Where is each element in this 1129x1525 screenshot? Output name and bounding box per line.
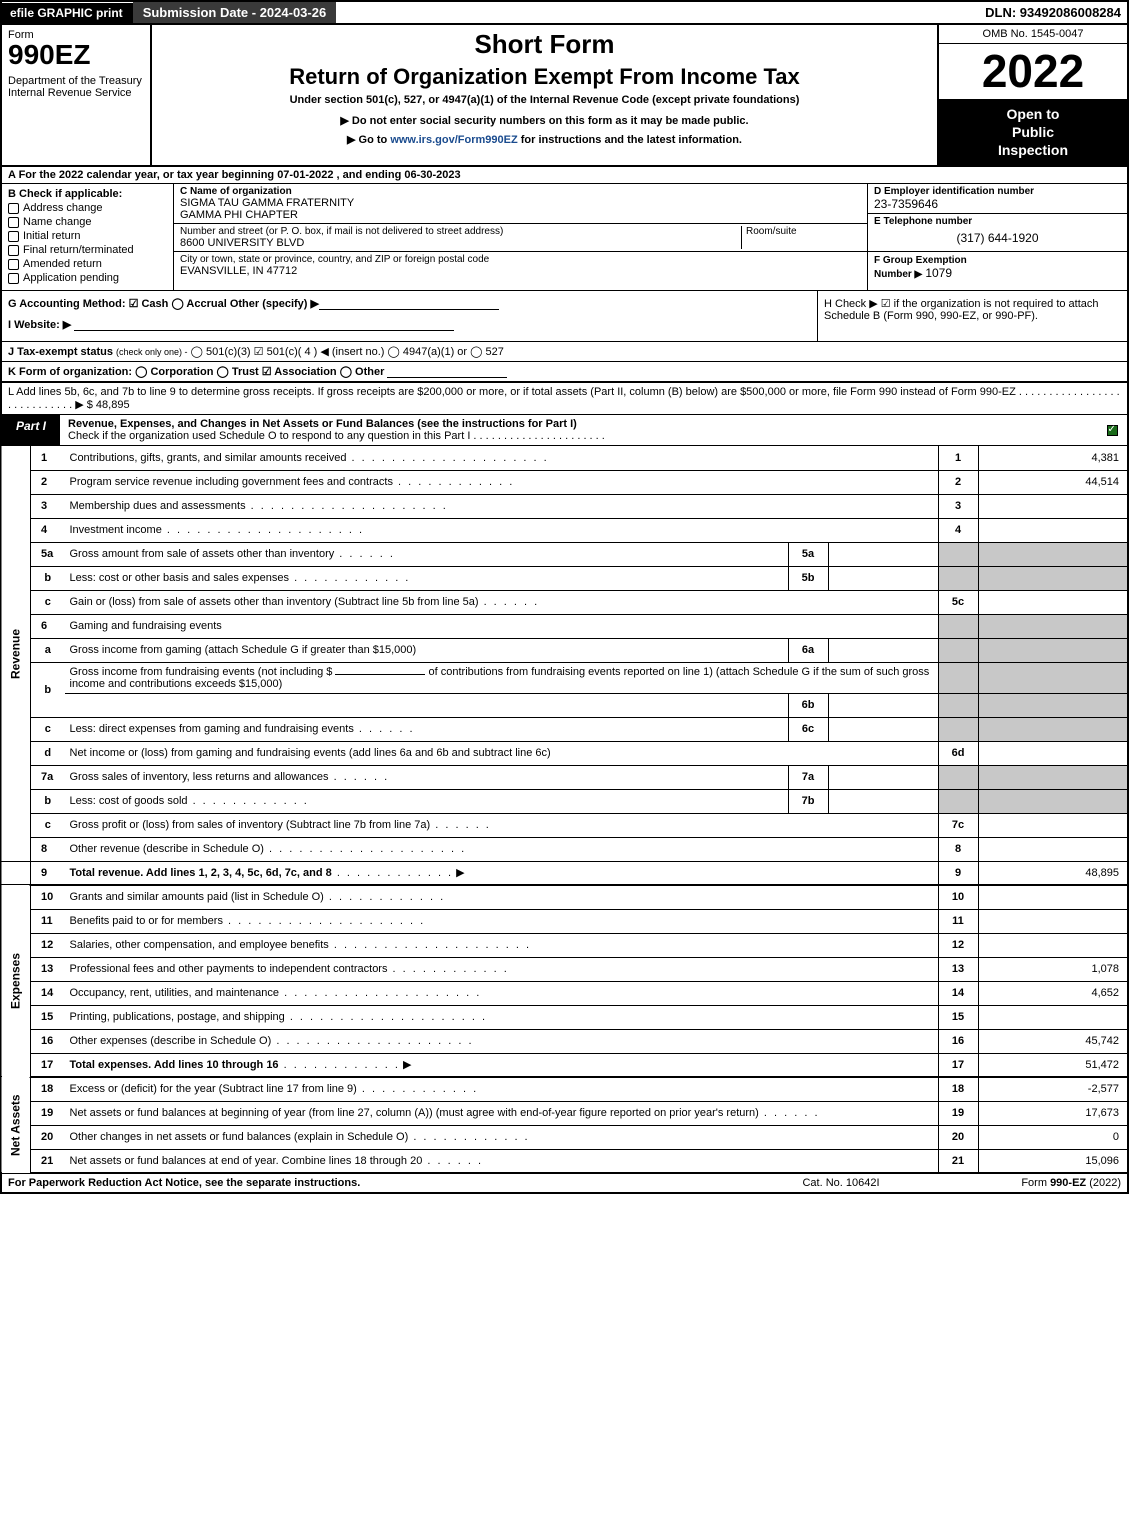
form-table: Revenue 1 Contributions, gifts, grants, … [0, 446, 1129, 1174]
expenses-side-label: Expenses [1, 885, 31, 1077]
line-j: J Tax-exempt status (check only one) - ◯… [0, 342, 1129, 362]
column-de: D Employer identification number 23-7359… [867, 184, 1127, 290]
ssn-warning: ▶ Do not enter social security numbers o… [158, 114, 931, 127]
line-l: L Add lines 5b, 6c, and 7b to line 9 to … [0, 383, 1129, 415]
dept-label: Department of the Treasury Internal Reve… [8, 75, 144, 99]
line-20-value: 0 [978, 1125, 1128, 1149]
line-14-value: 4,652 [978, 981, 1128, 1005]
part1-schedule-o-checkbox[interactable] [1107, 425, 1118, 436]
goto-link-line: ▶ Go to www.irs.gov/Form990EZ for instru… [158, 133, 931, 146]
main-title: Return of Organization Exempt From Incom… [158, 64, 931, 90]
checkbox-initial-return[interactable] [8, 231, 19, 242]
line-1-value: 4,381 [978, 446, 1128, 470]
part-1-header: Part I Revenue, Expenses, and Changes in… [0, 415, 1129, 446]
column-c: C Name of organization SIGMA TAU GAMMA F… [174, 184, 867, 290]
org-name: SIGMA TAU GAMMA FRATERNITY GAMMA PHI CHA… [180, 197, 861, 221]
checkbox-address-change[interactable] [8, 203, 19, 214]
checkbox-amended-return[interactable] [8, 259, 19, 270]
gh-row: G Accounting Method: ☑ Cash ◯ Accrual Ot… [0, 291, 1129, 342]
checkbox-application-pending[interactable] [8, 273, 19, 284]
group-exemption: 1079 [925, 266, 952, 280]
ein: 23-7359646 [874, 197, 1121, 211]
form-number: 990EZ [8, 41, 144, 69]
line-17-value: 51,472 [978, 1053, 1128, 1077]
line-2-value: 44,514 [978, 470, 1128, 494]
column-b: B Check if applicable: Address change Na… [2, 184, 174, 290]
line-19-value: 17,673 [978, 1101, 1128, 1125]
line-13-value: 1,078 [978, 957, 1128, 981]
line-k: K Form of organization: ◯ Corporation ◯ … [0, 362, 1129, 383]
part-1-tab: Part I [2, 415, 60, 445]
omb-number: OMB No. 1545-0047 [939, 25, 1127, 44]
line-i: I Website: ▶ [8, 318, 811, 331]
submission-date: Submission Date - 2024-03-26 [133, 2, 337, 23]
page-footer: For Paperwork Reduction Act Notice, see … [0, 1174, 1129, 1194]
revenue-side-label: Revenue [1, 446, 31, 861]
checkbox-final-return[interactable] [8, 245, 19, 256]
tax-year: 2022 [939, 44, 1127, 99]
form-header: Form 990EZ Department of the Treasury In… [0, 25, 1129, 167]
short-form-title: Short Form [158, 29, 931, 60]
line-16-value: 45,742 [978, 1029, 1128, 1053]
under-section: Under section 501(c), 527, or 4947(a)(1)… [158, 94, 931, 106]
telephone: (317) 644-1920 [874, 227, 1121, 249]
org-address: 8600 UNIVERSITY BLVD [180, 237, 741, 249]
line-h: H Check ▶ ☑ if the organization is not r… [817, 291, 1127, 341]
section-bcd: B Check if applicable: Address change Na… [0, 184, 1129, 291]
checkbox-name-change[interactable] [8, 217, 19, 228]
line-9-value: 48,895 [978, 861, 1128, 885]
org-city: EVANSVILLE, IN 47712 [180, 265, 861, 277]
dln: DLN: 93492086008284 [985, 5, 1127, 20]
efile-print-button[interactable]: efile GRAPHIC print [2, 3, 133, 23]
line-g: G Accounting Method: ☑ Cash ◯ Accrual Ot… [8, 297, 811, 310]
line-a: A For the 2022 calendar year, or tax yea… [0, 167, 1129, 184]
top-bar: efile GRAPHIC print Submission Date - 20… [0, 0, 1129, 25]
inspection-box: Open to Public Inspection [939, 99, 1127, 166]
net-assets-side-label: Net Assets [1, 1077, 31, 1173]
line-18-value: -2,577 [978, 1077, 1128, 1101]
irs-link[interactable]: www.irs.gov/Form990EZ [390, 134, 517, 146]
line-21-value: 15,096 [978, 1149, 1128, 1173]
